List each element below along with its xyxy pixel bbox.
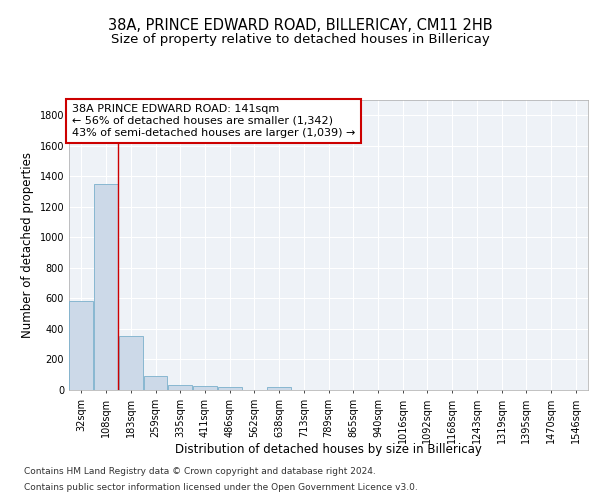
Text: Size of property relative to detached houses in Billericay: Size of property relative to detached ho…: [110, 32, 490, 46]
Bar: [168, 386, 192, 390]
Text: 38A PRINCE EDWARD ROAD: 141sqm
← 56% of detached houses are smaller (1,342)
43% : 38A PRINCE EDWARD ROAD: 141sqm ← 56% of …: [71, 104, 355, 138]
Y-axis label: Number of detached properties: Number of detached properties: [21, 152, 34, 338]
Bar: [193, 386, 217, 390]
Bar: [94, 184, 118, 390]
Text: Contains public sector information licensed under the Open Government Licence v3: Contains public sector information licen…: [24, 482, 418, 492]
Bar: [119, 336, 143, 390]
Bar: [218, 388, 242, 390]
Text: 38A, PRINCE EDWARD ROAD, BILLERICAY, CM11 2HB: 38A, PRINCE EDWARD ROAD, BILLERICAY, CM1…: [107, 18, 493, 32]
Text: Distribution of detached houses by size in Billericay: Distribution of detached houses by size …: [175, 442, 482, 456]
Text: Contains HM Land Registry data © Crown copyright and database right 2024.: Contains HM Land Registry data © Crown c…: [24, 468, 376, 476]
Bar: [267, 388, 291, 390]
Bar: [143, 376, 167, 390]
Bar: [70, 302, 94, 390]
